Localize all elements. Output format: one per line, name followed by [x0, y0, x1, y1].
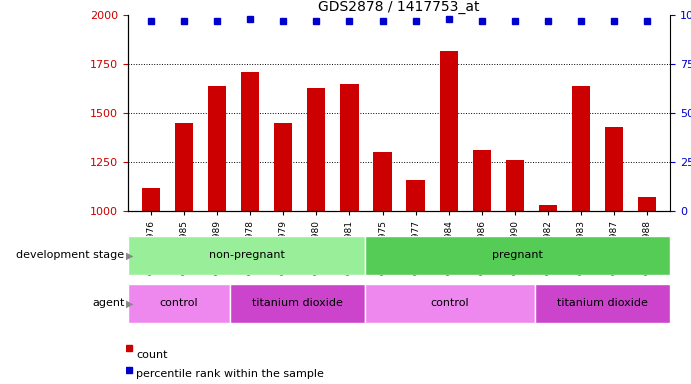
- Bar: [638, 197, 656, 211]
- Bar: [406, 180, 425, 211]
- Text: count: count: [136, 350, 168, 360]
- Bar: [142, 188, 160, 211]
- Text: control: control: [160, 298, 198, 308]
- Text: ▶: ▶: [126, 298, 134, 308]
- Bar: [175, 123, 193, 211]
- Bar: [307, 88, 325, 211]
- Text: percentile rank within the sample: percentile rank within the sample: [136, 369, 324, 379]
- Bar: [274, 123, 292, 211]
- Bar: [572, 86, 590, 211]
- Bar: [439, 51, 457, 211]
- Text: pregnant: pregnant: [492, 250, 543, 260]
- Text: non-pregnant: non-pregnant: [209, 250, 285, 260]
- Bar: [506, 160, 524, 211]
- Text: control: control: [430, 298, 469, 308]
- Bar: [128, 236, 365, 275]
- Text: titanium dioxide: titanium dioxide: [252, 298, 343, 308]
- Bar: [473, 151, 491, 211]
- Text: development stage: development stage: [17, 250, 124, 260]
- Bar: [535, 284, 670, 323]
- Bar: [341, 84, 359, 211]
- Bar: [128, 284, 229, 323]
- Title: GDS2878 / 1417753_at: GDS2878 / 1417753_at: [319, 0, 480, 14]
- Text: titanium dioxide: titanium dioxide: [557, 298, 648, 308]
- Bar: [229, 284, 365, 323]
- Bar: [365, 284, 535, 323]
- Bar: [373, 152, 392, 211]
- Bar: [208, 86, 226, 211]
- Text: agent: agent: [92, 298, 124, 308]
- Bar: [605, 127, 623, 211]
- Bar: [241, 72, 259, 211]
- Bar: [539, 205, 557, 211]
- Text: ▶: ▶: [126, 250, 134, 260]
- Bar: [365, 236, 670, 275]
